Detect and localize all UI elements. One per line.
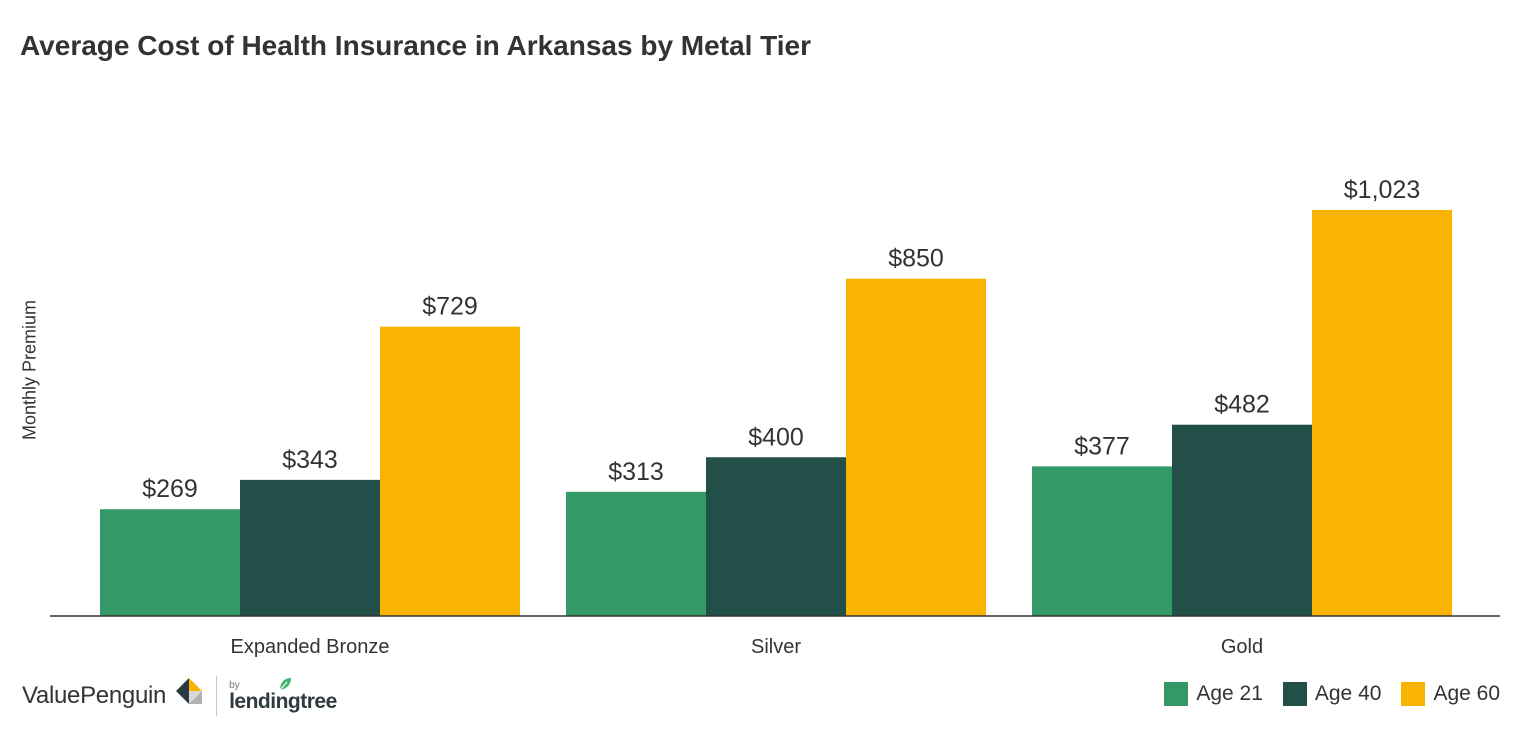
x-tick-label: Gold <box>1221 636 1263 658</box>
data-label: $400 <box>748 423 804 451</box>
valuepenguin-wordmark: ValuePenguin <box>22 682 167 709</box>
logo-divider <box>216 676 218 716</box>
bar-gold-age-40 <box>1172 424 1312 616</box>
bar-expanded-bronze-age-21 <box>100 509 240 616</box>
x-tick-label: Expanded Bronze <box>230 636 389 658</box>
legend-label-age-40: Age 40 <box>1314 682 1382 705</box>
lendingtree-leaf-icon <box>279 678 292 691</box>
bar-gold-age-60 <box>1312 210 1452 616</box>
data-label: $269 <box>142 475 198 503</box>
lendingtree-logo: by lendingtree <box>229 676 349 716</box>
legend-item-age-60: Age 60 <box>1401 682 1500 706</box>
valuepenguin-logo-icon <box>176 678 203 704</box>
data-label: $729 <box>422 293 478 321</box>
bar-silver-age-40 <box>706 457 846 616</box>
bar-silver-age-21 <box>566 491 706 616</box>
bar-expanded-bronze-age-60 <box>380 326 520 616</box>
data-label: $850 <box>888 245 944 273</box>
data-label: $313 <box>608 458 664 486</box>
lendingtree-wordmark: lendingtree <box>229 690 337 713</box>
legend-item-age-40: Age 40 <box>1282 682 1382 706</box>
chart-title: Average Cost of Health Insurance in Arka… <box>20 30 811 61</box>
brand-logos: ValuePenguin by lendingtree <box>22 674 349 718</box>
data-label: $377 <box>1074 432 1130 460</box>
by-text: by <box>229 680 240 691</box>
legend-swatch-age-21 <box>1164 682 1189 706</box>
legend: Age 21 Age 40 Age 60 <box>1144 682 1500 706</box>
legend-swatch-age-40 <box>1282 682 1307 706</box>
x-tick-label: Silver <box>751 636 801 658</box>
data-label: $482 <box>1214 391 1270 419</box>
legend-swatch-age-60 <box>1401 682 1426 706</box>
legend-item-age-21: Age 21 <box>1164 682 1263 706</box>
bar-gold-age-21 <box>1032 466 1172 616</box>
bar-expanded-bronze-age-40 <box>240 479 380 616</box>
bar-silver-age-60 <box>846 278 986 616</box>
legend-label-age-21: Age 21 <box>1196 682 1263 705</box>
data-label: $1,023 <box>1344 176 1420 204</box>
legend-label-age-60: Age 60 <box>1433 682 1500 705</box>
data-label: $343 <box>282 446 338 474</box>
